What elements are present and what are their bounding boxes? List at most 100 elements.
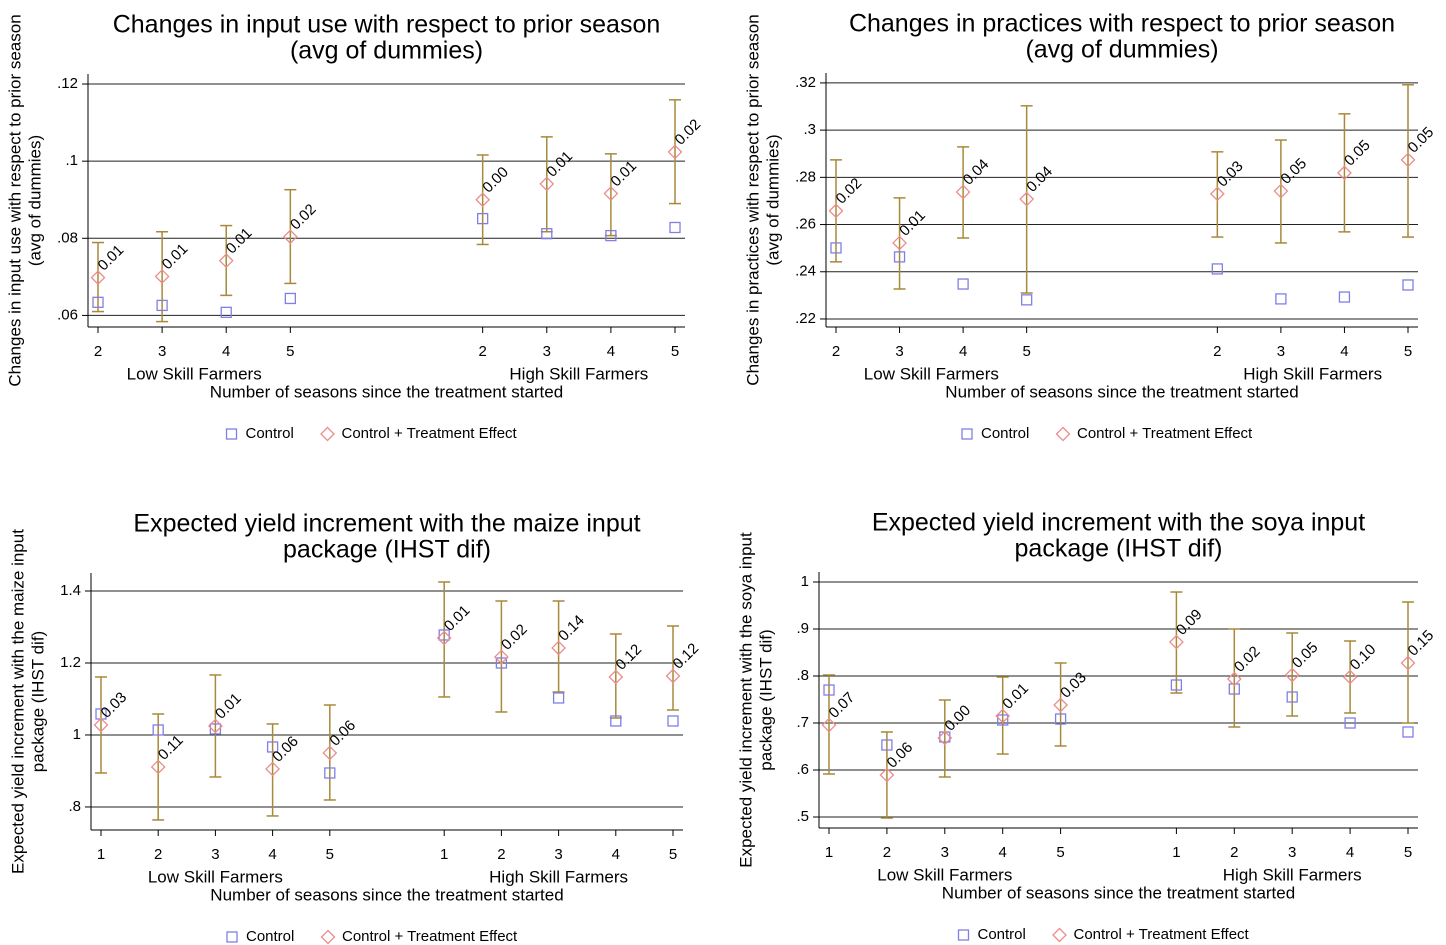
error-bar xyxy=(156,230,169,323)
x-tick-label: 2 xyxy=(832,343,840,360)
point-annotation: 0.01 xyxy=(159,240,192,273)
x-tick-label: 5 xyxy=(671,343,679,360)
marker-diamond xyxy=(282,229,298,245)
point-annotation: 0.01 xyxy=(999,680,1032,713)
legend-marker xyxy=(226,931,238,943)
chart-title: Expected yield increment with the maize … xyxy=(133,510,640,538)
marker-square xyxy=(605,229,617,242)
y-axis-label: package (IHST dif) xyxy=(756,629,775,770)
point-annotation: 0.01 xyxy=(608,158,641,191)
group-label: High Skill Farmers xyxy=(489,867,628,886)
legend-marker xyxy=(1055,426,1071,442)
error-bar xyxy=(1054,662,1067,747)
point-annotation: 0.07 xyxy=(826,689,859,722)
error-bar xyxy=(957,146,970,239)
x-tick-label: 3 xyxy=(211,846,219,863)
error-bar xyxy=(669,99,681,205)
x-tick-label: 3 xyxy=(543,343,551,360)
marker-diamond xyxy=(475,192,491,208)
x-tick-label: 2 xyxy=(1213,343,1221,360)
legend-marker xyxy=(320,426,335,442)
marker-square xyxy=(1211,263,1223,275)
x-axis-label: Number of seasons since the treatment st… xyxy=(210,382,563,401)
x-tick-label: 2 xyxy=(497,846,505,863)
group-label: Low Skill Farmers xyxy=(877,865,1012,884)
point-annotation: 0.05 xyxy=(1341,137,1374,170)
error-bar xyxy=(266,723,279,817)
error-bar xyxy=(476,154,489,246)
y-tick-label: 1.4 xyxy=(60,582,81,599)
error-bar xyxy=(209,674,222,778)
marker-diamond xyxy=(937,730,953,746)
x-tick-label: 2 xyxy=(1230,844,1238,861)
marker-square xyxy=(477,212,489,225)
point-annotation: 0.05 xyxy=(1278,155,1311,188)
legend-label: Control xyxy=(246,928,294,945)
marker-square xyxy=(610,715,622,727)
chart-title: Expected yield increment with the soya i… xyxy=(872,509,1365,537)
error-bar xyxy=(92,241,104,313)
marker-diamond xyxy=(1284,667,1300,683)
marker-square xyxy=(209,723,222,735)
chart-title: package (IHST dif) xyxy=(1015,535,1223,563)
point-annotation: 0.04 xyxy=(960,156,993,189)
marker-diamond xyxy=(150,759,166,775)
marker-square xyxy=(893,251,906,263)
marker-diamond xyxy=(1019,191,1035,207)
error-bar xyxy=(1402,84,1414,238)
marker-square xyxy=(830,242,842,254)
error-bar xyxy=(823,674,835,775)
point-annotation: 0.02 xyxy=(498,621,531,654)
x-tick-label: 3 xyxy=(1288,844,1296,861)
marker-square xyxy=(1021,294,1033,306)
error-bar xyxy=(1228,628,1241,728)
error-bar xyxy=(880,731,893,819)
marker-diamond xyxy=(1209,186,1225,202)
y-tick-label: .28 xyxy=(795,168,816,185)
marker-diamond xyxy=(436,630,452,646)
y-tick-label: .26 xyxy=(795,216,816,233)
x-tick-label: 2 xyxy=(478,343,486,360)
legend-marker xyxy=(961,428,973,440)
x-tick-label: 5 xyxy=(669,846,677,863)
y-tick-label: .06 xyxy=(57,306,78,323)
legend-marker xyxy=(957,929,970,941)
marker-square xyxy=(324,767,336,779)
marker-diamond xyxy=(90,270,106,286)
marker-square xyxy=(957,278,969,290)
point-annotation: 0.05 xyxy=(1289,639,1322,672)
y-axis-label: Changes in practices with respect to pri… xyxy=(743,14,762,385)
marker-diamond xyxy=(1226,671,1242,687)
y-axis-label: (avg of dummies) xyxy=(763,134,782,265)
point-annotation: 0.06 xyxy=(269,733,302,766)
x-tick-label: 4 xyxy=(959,343,967,360)
marker-square xyxy=(92,296,104,308)
marker-diamond xyxy=(322,745,338,761)
point-annotation: 0.01 xyxy=(543,148,576,181)
x-tick-label: 4 xyxy=(999,844,1007,861)
error-bar xyxy=(1344,640,1357,714)
x-tick-label: 3 xyxy=(554,846,562,863)
point-annotation: 0.12 xyxy=(670,640,703,673)
x-tick-label: 4 xyxy=(222,343,230,360)
x-tick-label: 1 xyxy=(97,846,105,863)
marker-square xyxy=(266,741,279,753)
legend-label: Control + Treatment Effect xyxy=(342,928,518,945)
chart-title: (avg of dummies) xyxy=(1025,36,1218,64)
x-tick-label: 3 xyxy=(1277,343,1285,360)
x-axis-label: Number of seasons since the treatment st… xyxy=(942,883,1295,902)
marker-diamond xyxy=(493,649,509,665)
y-axis-label: package (IHST dif) xyxy=(28,631,47,772)
x-tick-label: 1 xyxy=(440,846,448,863)
marker-diamond xyxy=(995,708,1011,724)
marker-square xyxy=(1286,691,1298,703)
y-tick-label: .9 xyxy=(796,620,809,637)
group-label: High Skill Farmers xyxy=(509,364,648,383)
error-bar xyxy=(552,600,565,693)
point-annotation: 0.04 xyxy=(1023,163,1056,196)
legend-marker xyxy=(1052,927,1067,943)
y-tick-label: .08 xyxy=(57,229,78,246)
y-tick-label: .22 xyxy=(795,310,816,327)
error-bar xyxy=(1274,139,1287,244)
x-axis-label: Number of seasons since the treatment st… xyxy=(210,885,563,904)
